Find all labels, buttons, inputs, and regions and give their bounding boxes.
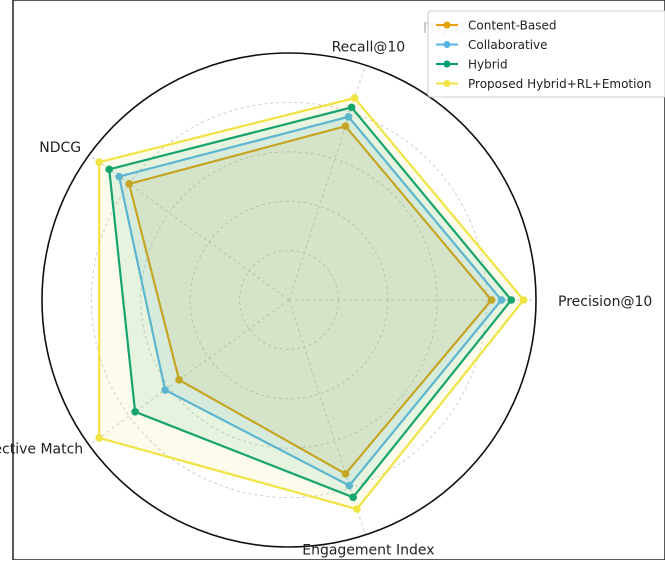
legend-marker-proposed-hybrid-rl-emotion [443,80,451,87]
legend-label-proposed-hybrid-rl-emotion: Proposed Hybrid+RL+Emotion [468,77,651,91]
legend-label-content-based: Content-Based [468,19,556,33]
point-content-based-affective-match [175,376,183,384]
axis-label-precision-10: Precision@10 [558,294,652,310]
legend-entry-hybrid: Hybrid [436,58,508,72]
point-content-based-ndcg [125,180,133,188]
legend-entry-collaborative: Collaborative [436,38,548,52]
series-layer [95,94,528,513]
legend-marker-collaborative [443,41,451,48]
legend-marker-content-based [443,21,451,29]
point-collaborative-affective-match [161,386,169,394]
legend: Content-Based Collaborative Hybrid Proposed… [427,10,665,98]
legend-marker-hybrid [443,60,451,68]
point-proposed-hybrid-rl-emotion-recall-10 [350,94,359,102]
legend-label-hybrid: Hybrid [468,58,508,72]
grid-ring-4 [90,101,488,499]
point-proposed-hybrid-rl-emotion-ndcg [95,158,103,166]
point-hybrid-engagement-index [349,493,357,502]
spoke-ndcg [88,154,290,301]
legend-entry-content-based: Content-Based [436,19,556,33]
point-proposed-hybrid-rl-emotion-affective-match [95,434,103,442]
series-content-based [125,122,496,478]
point-content-based-recall-10 [341,122,350,130]
axis-label-ndcg: NDCG [39,140,81,156]
point-collaborative-ndcg [115,172,123,181]
series-area-collaborative [117,115,503,487]
point-collaborative-engagement-index [345,481,354,490]
point-hybrid-affective-match [131,407,139,416]
series-area-proposed-hybrid-rl-emotion [98,96,526,511]
axis-label-engagement-index: Engagement Index [302,542,434,558]
axis-labels: Precision@10 Recall@10 NDCG Affective Match… [0,40,652,559]
grid-ring-3 [140,151,438,449]
spoke-affective-match [88,299,290,446]
series-area-hybrid [108,106,513,499]
axis-label-affective-match: Affective Match [0,442,83,458]
legend-entry-proposed-hybrid-rl-emotion: Proposed Hybrid+RL+Emotion [436,77,651,91]
point-content-based-precision-10 [487,296,496,304]
axis-label-recall-10: Recall@10 [332,40,406,56]
point-collaborative-precision-10 [497,296,506,304]
point-hybrid-recall-10 [347,103,356,112]
point-collaborative-recall-10 [344,112,353,121]
legend-label-collaborative: Collaborative [468,38,548,52]
point-hybrid-ndcg [105,165,113,174]
point-hybrid-precision-10 [507,296,516,304]
legend-box [427,10,665,98]
outer-ring [41,52,537,548]
series-hybrid [105,103,516,502]
point-content-based-engagement-index [341,470,350,478]
point-proposed-hybrid-rl-emotion-precision-10 [519,296,528,304]
series-area-content-based [127,124,493,476]
series-proposed-hybrid-rl-emotion [95,94,528,513]
series-collaborative [115,112,506,490]
point-proposed-hybrid-rl-emotion-engagement-index [353,505,361,513]
